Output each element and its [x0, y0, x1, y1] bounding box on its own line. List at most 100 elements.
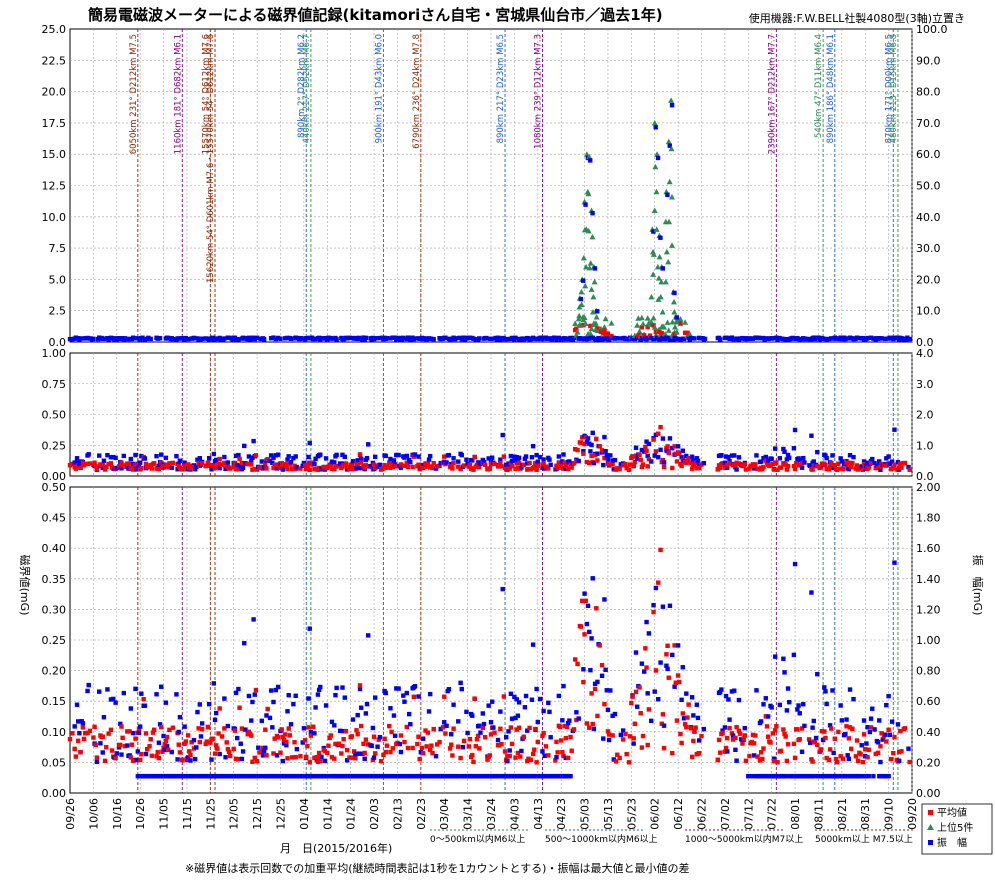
average-point — [271, 751, 276, 756]
amplitude-point — [342, 695, 348, 700]
top5-point — [672, 323, 679, 330]
top5-point — [650, 271, 657, 277]
amplitude-point — [433, 754, 439, 759]
average-point — [326, 743, 331, 748]
amplitude-point — [784, 457, 790, 462]
average-point — [753, 733, 758, 738]
average-point — [689, 466, 695, 471]
amplitude-point — [328, 335, 333, 341]
average-point — [395, 740, 400, 746]
average-point — [417, 756, 422, 762]
average-point — [222, 460, 227, 466]
amplitude-point — [726, 455, 731, 460]
average-point — [237, 705, 242, 710]
average-point — [771, 758, 777, 764]
amplitude-point — [363, 335, 369, 341]
amplitude-point — [861, 459, 867, 464]
amplitude-point — [477, 723, 482, 728]
average-point — [666, 675, 671, 680]
amplitude-point — [617, 336, 622, 341]
average-point — [420, 750, 426, 756]
average-point — [637, 452, 642, 457]
amplitude-point — [388, 336, 393, 341]
amplitude-point — [540, 336, 545, 342]
amplitude-point — [606, 737, 612, 743]
amplitude-point — [751, 753, 757, 758]
average-point — [637, 333, 642, 338]
amplitude-point — [118, 336, 123, 342]
amplitude-point — [176, 461, 181, 466]
amplitude-point — [651, 229, 656, 234]
average-point — [363, 463, 369, 468]
amplitude-point — [318, 684, 323, 690]
amplitude-point — [581, 278, 586, 283]
average-point — [254, 467, 260, 472]
amplitude-point — [449, 732, 454, 737]
average-point — [888, 466, 894, 472]
amplitude-point — [696, 463, 702, 468]
amplitude-point — [446, 687, 452, 692]
average-point — [340, 743, 345, 749]
amplitude-point — [541, 708, 546, 714]
average-point — [898, 728, 903, 734]
amplitude-point — [252, 692, 257, 697]
amplitude-point — [477, 773, 482, 779]
average-point — [143, 461, 149, 467]
amplitude-point — [243, 461, 248, 466]
average-point — [217, 706, 222, 711]
left-tick-label: 0.05 — [42, 756, 67, 769]
average-point — [750, 732, 756, 738]
average-point — [699, 462, 704, 467]
average-point — [362, 465, 367, 471]
average-point — [383, 749, 388, 755]
amplitude-point — [603, 667, 608, 673]
x-tick-label: 05/23 — [625, 798, 638, 830]
amplitude-point — [548, 735, 553, 740]
amplitude-point — [679, 697, 684, 703]
left-tick-label: 0.00 — [42, 787, 67, 800]
top5-point — [576, 312, 583, 319]
average-point — [87, 728, 93, 734]
amplitude-point — [653, 585, 659, 591]
average-point — [353, 756, 358, 761]
left-tick-label: 0.30 — [42, 603, 67, 616]
average-point — [293, 754, 298, 760]
amplitude-point — [823, 773, 828, 779]
amplitude-point — [797, 711, 802, 716]
average-point — [70, 731, 75, 736]
average-point — [398, 462, 404, 467]
legend-average-marker — [928, 810, 933, 815]
amplitude-point — [366, 633, 371, 638]
amplitude-point — [135, 465, 141, 470]
average-point — [180, 467, 185, 472]
average-point — [727, 726, 732, 731]
amplitude-point — [213, 457, 219, 463]
amplitude-point — [374, 336, 379, 341]
average-point — [834, 760, 840, 765]
amplitude-point — [702, 336, 708, 342]
amplitude-point — [585, 436, 591, 441]
average-point — [832, 736, 838, 741]
average-point — [806, 737, 812, 742]
average-point — [341, 462, 346, 468]
amplitude-point — [829, 336, 834, 341]
amplitude-point — [177, 714, 183, 720]
amplitude-point — [601, 462, 606, 468]
amplitude-point — [530, 642, 536, 647]
amplitude-point — [486, 456, 491, 461]
average-point — [263, 461, 268, 466]
amplitude-point — [537, 454, 543, 460]
average-point — [679, 463, 684, 469]
amplitude-point — [588, 449, 593, 454]
earthquake-label: 440km 217° D52km M6.7 — [302, 34, 312, 143]
amplitude-point — [797, 457, 802, 463]
average-point — [284, 463, 289, 468]
average-point — [854, 738, 860, 743]
average-point — [509, 463, 515, 469]
average-point — [474, 737, 480, 742]
average-point — [411, 694, 417, 700]
amplitude-point — [660, 604, 666, 609]
amplitude-point — [505, 758, 510, 764]
amplitude-point — [512, 694, 517, 700]
amplitude-point — [273, 453, 279, 458]
